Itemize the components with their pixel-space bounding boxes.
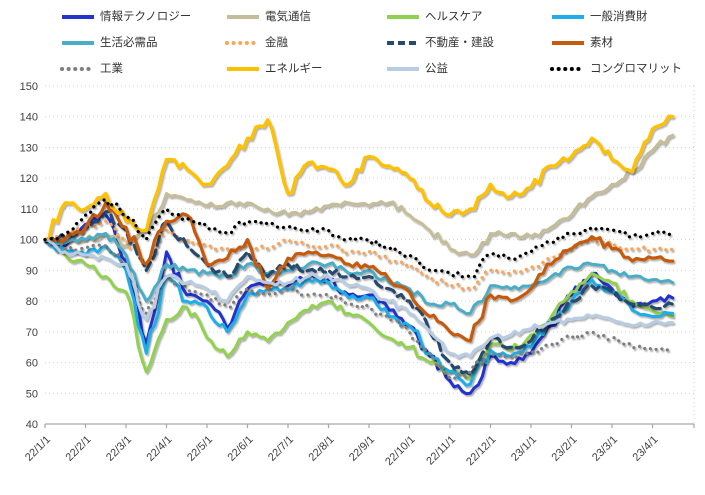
- legend-item-energy: エネルギー: [225, 62, 323, 76]
- legend-label-healthcare: ヘルスケア: [425, 11, 483, 23]
- x-tick-label: 22/11/1: [424, 434, 458, 468]
- legend-swatch-staples-line-icon: [62, 41, 94, 45]
- legend-swatch-utilities-line-icon: [387, 67, 419, 71]
- legend-item-telecom: 電気通信: [225, 10, 311, 24]
- legend-swatch-energy-line-icon: [227, 67, 259, 71]
- legend-swatch-healthcare-line-icon: [387, 15, 419, 19]
- series-line-healthcare: [43, 238, 675, 380]
- y-tick-label: 120: [20, 173, 38, 185]
- series-lines: [43, 114, 675, 396]
- series-line-industrials: [43, 238, 675, 381]
- series-line-energy: [43, 114, 675, 242]
- legend-item-healthcare: ヘルスケア: [385, 10, 483, 24]
- x-tick-label: 22/9/1: [347, 434, 377, 464]
- series-line-real-estate: [43, 209, 675, 377]
- legend-label-utilities: 公益: [425, 63, 448, 75]
- legend-item-utilities: 公益: [385, 62, 448, 76]
- y-tick-label: 40: [26, 419, 38, 431]
- legend-item-staples: 生活必需品: [60, 36, 158, 50]
- series-line-telecom: [43, 133, 675, 257]
- y-tick-label: 140: [20, 112, 38, 124]
- legend-swatch-financials-line-icon: [225, 41, 261, 45]
- series-line-materials: [43, 201, 675, 343]
- legend-item-real-estate: 不動産・建設: [385, 36, 494, 50]
- legend-item-conglomerate: コングロマリット: [550, 62, 682, 76]
- y-tick-label: 110: [20, 204, 38, 216]
- legend-label-energy: エネルギー: [265, 63, 323, 75]
- y-tick-label: 90: [26, 265, 38, 277]
- legend-label-staples: 生活必需品: [100, 37, 158, 49]
- legend-swatch-materials-line-icon: [552, 41, 584, 45]
- y-tick-label: 150: [20, 81, 38, 93]
- x-axis-labels: 22/1/1 22/2/1 22/3/1 22/4/1 22/5/1 22/6/1 22/7…: [23, 434, 661, 468]
- x-tick-label: 23/4/1: [631, 434, 661, 464]
- x-tick-label: 22/1/1: [23, 434, 53, 464]
- x-tick-label: 22/3/1: [104, 434, 134, 464]
- y-tick-label: 80: [26, 296, 38, 308]
- legend-label-materials: 素材: [590, 37, 613, 49]
- series-line-staples: [43, 232, 675, 316]
- x-tick-label: 22/10/1: [383, 434, 417, 468]
- x-tick-label: 23/1/1: [509, 434, 539, 464]
- axes: [44, 423, 695, 428]
- series-line-financials: [43, 219, 675, 291]
- legend-item-materials: 素材: [550, 36, 613, 50]
- y-tick-label: 100: [20, 235, 38, 247]
- legend-item-it: 情報テクノロジー: [60, 10, 191, 24]
- x-tick-label: 22/12/1: [464, 434, 498, 468]
- y-tick-label: 60: [26, 358, 38, 370]
- legend-label-telecom: 電気通信: [265, 11, 311, 23]
- x-tick-label: 22/6/1: [226, 434, 256, 464]
- x-tick-label: 22/2/1: [64, 434, 94, 464]
- legend-swatch-telecom-line-icon: [227, 15, 259, 19]
- series-line-utilities: [43, 238, 675, 359]
- legend-swatch-industrials-line-icon: [60, 67, 96, 71]
- legend-label-industrials: 工業: [100, 63, 123, 75]
- x-tick-label: 22/7/1: [266, 434, 296, 464]
- legend-item-consumer-discretionary: 一般消費財: [550, 10, 648, 24]
- series-line-consumer-discretionary: [43, 238, 675, 387]
- legend-label-real-estate: 不動産・建設: [425, 37, 494, 49]
- y-tick-label: 130: [20, 142, 38, 154]
- y-tick-label: 70: [26, 327, 38, 339]
- x-tick-label: 22/8/1: [307, 434, 337, 464]
- legend-swatch-real-estate-line-icon: [387, 41, 419, 45]
- x-tick-label: 23/3/1: [590, 434, 620, 464]
- series-line-conglomerate: [43, 198, 675, 279]
- y-axis-labels: 40 50 60 70 80 90 100 110 120 130 140 150: [20, 81, 38, 431]
- x-tick-label: 23/2/1: [550, 434, 580, 464]
- legend-swatch-consumer-discretionary-line-icon: [552, 15, 584, 19]
- legend-item-industrials: 工業: [60, 62, 123, 76]
- legend-label-financials: 金融: [265, 37, 288, 49]
- x-tick-label: 22/5/1: [185, 434, 215, 464]
- legend-label-it: 情報テクノロジー: [100, 11, 192, 23]
- gridlines: [45, 85, 695, 424]
- y-tick-label: 50: [26, 388, 38, 400]
- legend-label-conglomerate: コングロマリット: [590, 63, 682, 75]
- legend-label-consumer-discretionary: 一般消費財: [590, 11, 648, 23]
- legend-swatch-conglomerate-line-icon: [550, 67, 586, 71]
- legend-item-financials: 金融: [225, 36, 288, 50]
- legend-swatch-it-line-icon: [62, 15, 94, 19]
- chart-legend: 情報テクノロジー 電気通信 ヘルスケア 一般消費財生活必需品 金融 不動産・建設 素材工業 エ…: [0, 0, 705, 84]
- x-tick-label: 22/4/1: [145, 434, 175, 464]
